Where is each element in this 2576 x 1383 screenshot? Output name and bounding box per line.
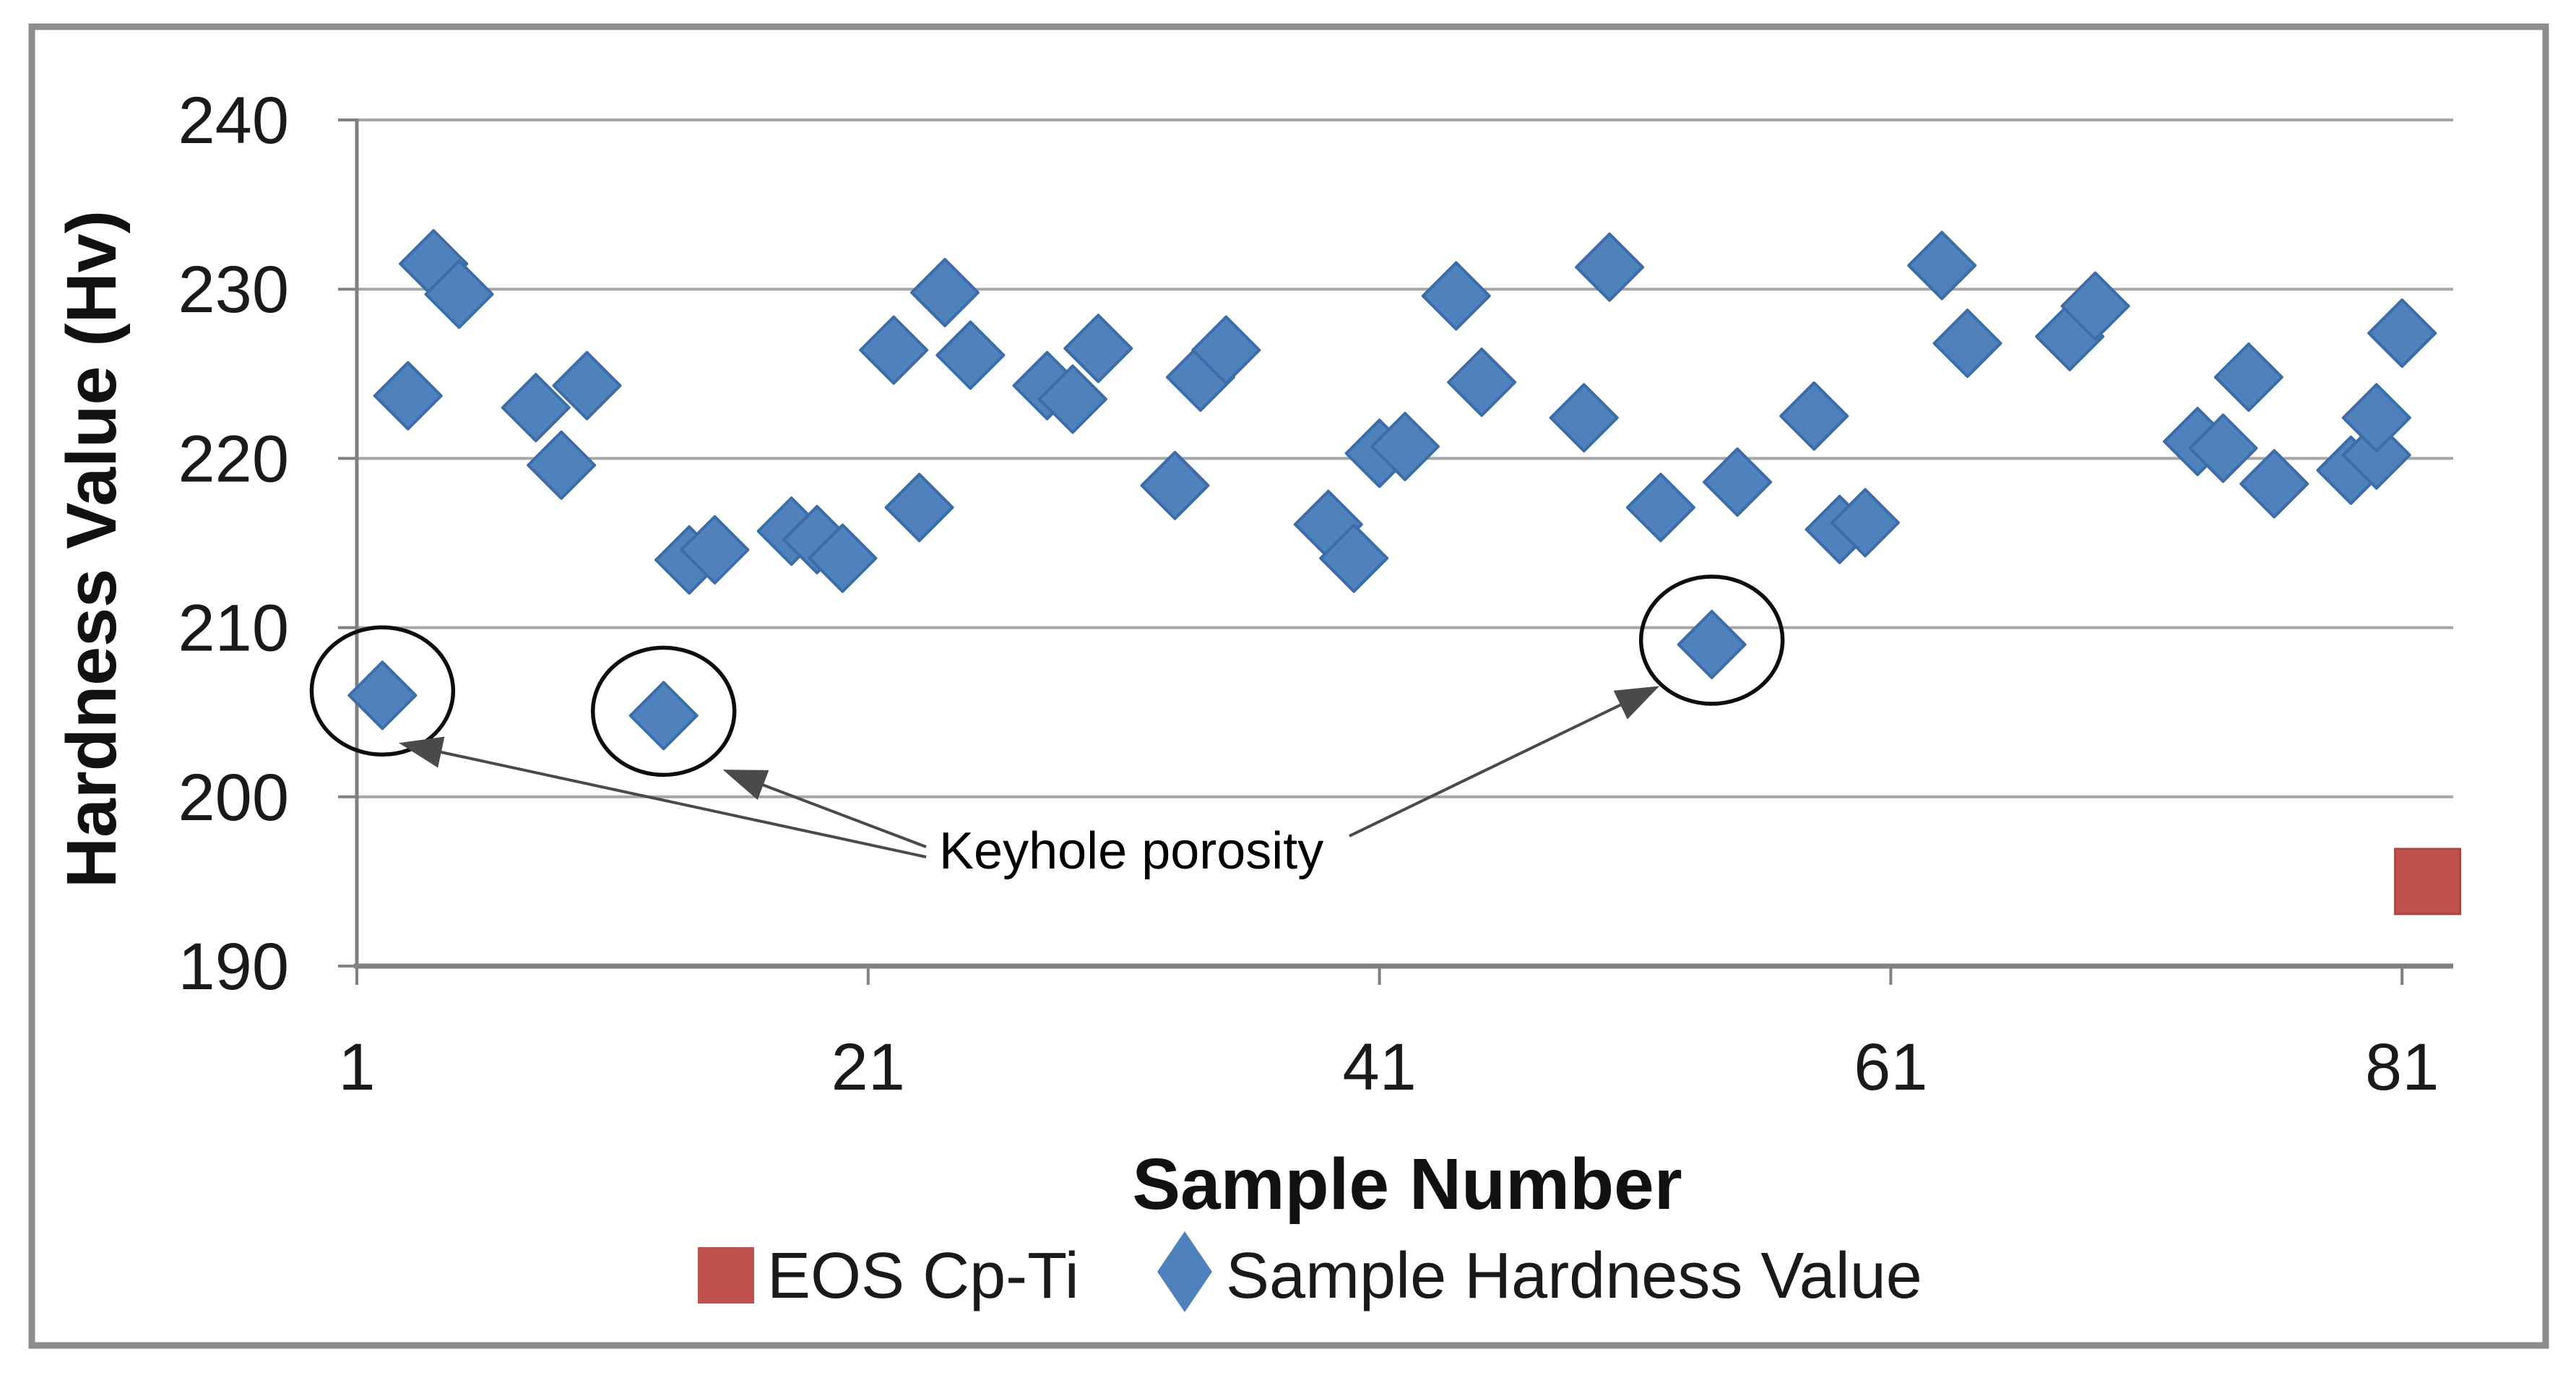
x-tick-label: 1 [338, 1030, 375, 1104]
data-point-square [2394, 848, 2462, 915]
data-point-diamond [1191, 315, 1261, 385]
data-point-diamond [1703, 447, 1773, 517]
porosity-arrow [722, 770, 927, 848]
y-tick-labels: 240 230 220 210 200 190 [178, 84, 290, 1004]
y-tick-label: 210 [178, 592, 290, 665]
data-point-diamond [1037, 364, 1107, 434]
y-tick-label: 230 [178, 253, 290, 327]
tick-marks [338, 119, 2404, 985]
x-tick-label: 41 [1342, 1030, 1416, 1104]
data-point-diamond [373, 361, 443, 431]
data-point-diamond [1549, 383, 1619, 453]
data-point-diamond [1831, 488, 1901, 558]
y-axis-title: Hardness Value (Hv) [52, 210, 131, 888]
data-point-diamond [2239, 449, 2309, 519]
porosity-circle [309, 625, 456, 757]
legend-marker-diamond [1157, 1231, 1212, 1312]
data-point-diamond [909, 257, 980, 327]
legend-marker-square [698, 1247, 754, 1304]
data-point-diamond [935, 320, 1006, 390]
data-point-diamond [1907, 231, 1977, 301]
data-point-diamond [2188, 413, 2258, 483]
data-point-diamond [2213, 342, 2283, 412]
data-point-diamond [1575, 232, 1645, 302]
annotation-label: Keyhole porosity [939, 822, 1323, 880]
x-tick-labels: 1 21 41 61 81 [338, 1030, 2439, 1104]
data-point-diamond [1779, 381, 1849, 451]
porosity-circle [590, 645, 737, 777]
data-point-diamond [859, 315, 929, 385]
legend-label-eos-cpti: EOS Cp-Ti [767, 1240, 1079, 1312]
data-point-diamond [2367, 298, 2437, 369]
data-point-diamond [1421, 261, 1491, 331]
data-point-diamond [527, 430, 597, 500]
porosity-arrow [1349, 686, 1660, 837]
figure-border [28, 23, 2549, 1349]
data-point-diamond [347, 660, 418, 731]
data-points [347, 229, 2462, 915]
y-tick-label: 240 [178, 84, 290, 158]
keyhole-porosity-annotation [309, 574, 1785, 858]
data-point-diamond [501, 373, 571, 443]
data-point-diamond [1370, 412, 1440, 482]
x-tick-label: 21 [831, 1030, 905, 1104]
y-tick-label: 220 [178, 422, 290, 496]
x-axis-title: Sample Number [1132, 1144, 1682, 1225]
y-tick-label: 200 [178, 761, 290, 835]
data-point-diamond [1140, 450, 1210, 520]
data-point-diamond [884, 473, 954, 543]
data-point-diamond [1625, 473, 1695, 543]
data-point-diamond [808, 523, 878, 593]
data-point-diamond [552, 350, 622, 421]
porosity-arrow [399, 736, 927, 858]
data-point-diamond [2060, 271, 2130, 341]
legend-label-sample-hardness: Sample Hardness Value [1226, 1240, 1922, 1312]
data-point-diamond [628, 681, 699, 751]
porosity-circle [1638, 574, 1785, 706]
data-point-diamond [2341, 420, 2411, 490]
data-point-diamond [2341, 383, 2411, 453]
data-point-diamond [1447, 348, 1517, 418]
axes [354, 119, 2453, 969]
y-tick-label: 190 [178, 930, 290, 1004]
data-point-diamond [424, 259, 494, 329]
x-tick-label: 81 [2365, 1030, 2439, 1104]
legend: EOS Cp-Ti Sample Hardness Value [698, 1231, 1922, 1312]
data-point-diamond [680, 514, 750, 585]
data-point-diamond [1677, 610, 1747, 680]
data-point-diamond [1932, 309, 2002, 379]
data-point-diamond [1063, 314, 1133, 384]
x-tick-label: 61 [1854, 1030, 1927, 1104]
data-point-diamond [1319, 523, 1389, 593]
